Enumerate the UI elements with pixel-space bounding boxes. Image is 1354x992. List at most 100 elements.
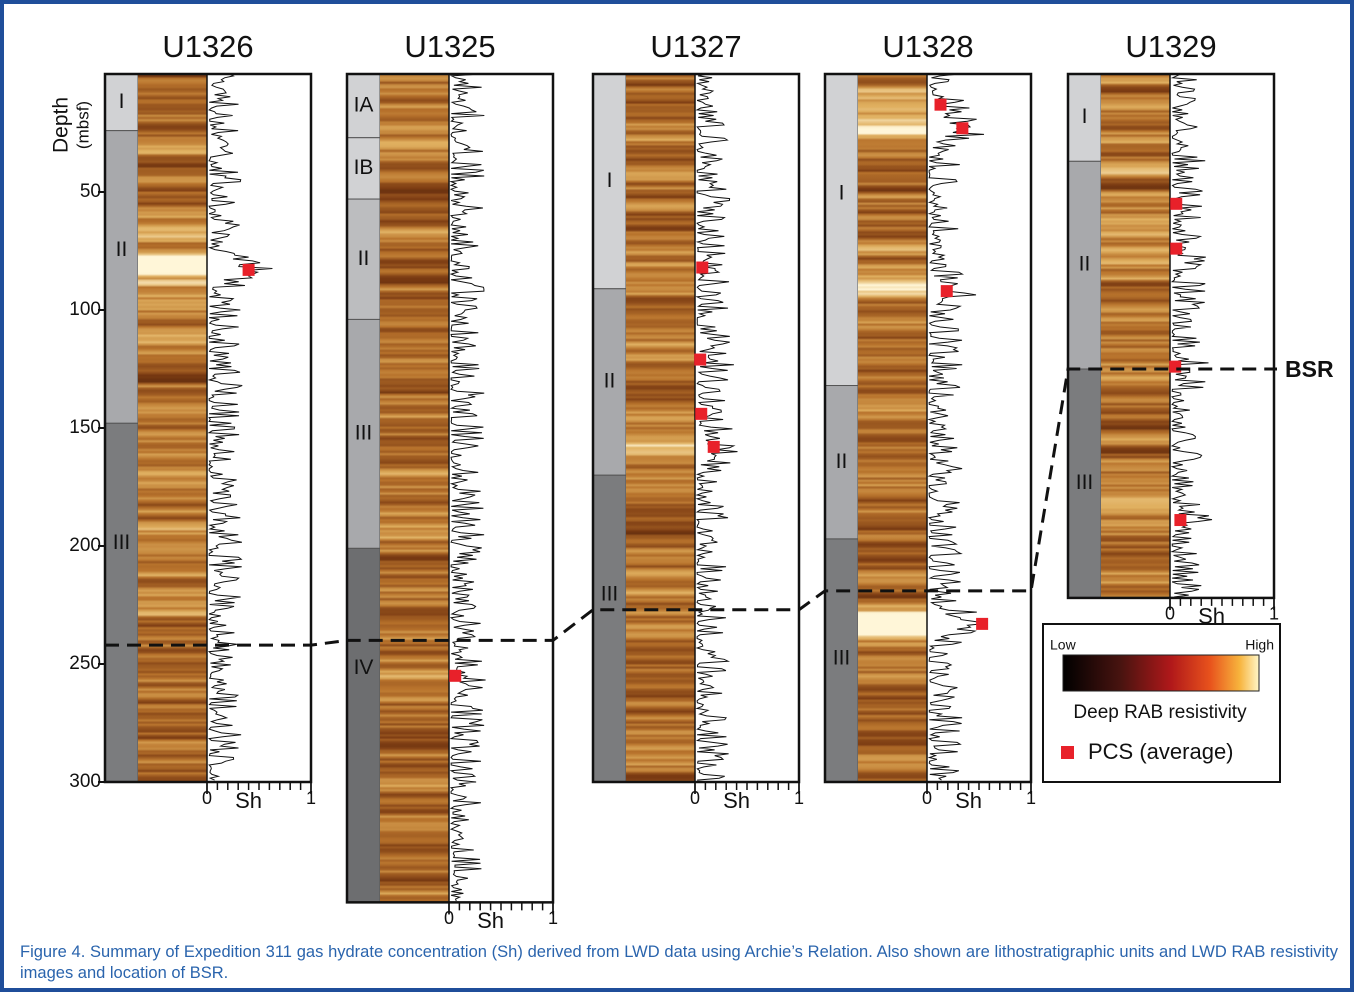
depth-unit: (mbsf) (73, 101, 92, 149)
sh-tick-label: 0 (1165, 604, 1175, 624)
pcs-point (956, 122, 969, 135)
lithology-unit (592, 474, 627, 783)
sh-tick-label: 1 (548, 908, 558, 928)
resistivity-image (380, 74, 449, 903)
sh-log (207, 73, 273, 781)
sh-axis-label: Sh (1198, 604, 1225, 629)
depth-tick-label: 150 (69, 417, 101, 438)
sh-tick-label: 0 (690, 788, 700, 808)
sh-axis-label: Sh (235, 788, 262, 813)
sh-tick-label: 1 (1269, 604, 1279, 624)
sh-tick-label: 0 (922, 788, 932, 808)
site-title: U1325 (404, 29, 495, 64)
sh-axis-label: Sh (477, 908, 504, 933)
lithology-unit (1067, 73, 1102, 162)
lithology-unit (824, 385, 859, 540)
unit-label: IB (354, 156, 374, 179)
pcs-point (707, 440, 720, 453)
unit-label: II (358, 247, 370, 270)
resistivity-image (858, 74, 927, 782)
column-frame (345, 72, 555, 904)
pcs-point (449, 669, 462, 682)
caption: Figure 4. Summary of Expedition 311 gas … (20, 942, 1338, 984)
bsr-line (105, 367, 1277, 647)
pcs-point (1170, 242, 1183, 255)
depth-tick-label: 50 (80, 181, 101, 202)
lithology-unit (104, 422, 139, 783)
lithology-unit (824, 73, 859, 387)
sh-panel (1170, 74, 1274, 598)
sh-log (927, 73, 987, 781)
site-title: U1326 (162, 29, 253, 64)
column-frame (823, 72, 1033, 784)
depth-title: Depth (mbsf) (50, 97, 93, 153)
unit-label: I (607, 169, 613, 192)
unit-label: I (119, 90, 125, 113)
legend-pcs: PCS (average) (1088, 739, 1234, 764)
pcs-point (1170, 197, 1183, 210)
resistivity-image (1101, 74, 1170, 598)
depth-tick-label: 200 (69, 535, 101, 556)
lithology-unit (824, 538, 859, 783)
lithology-unit (104, 130, 139, 424)
sh-tick-label: 1 (306, 788, 316, 808)
sh-tick-label: 1 (794, 788, 804, 808)
lithology-unit (346, 547, 381, 903)
sh-log (449, 73, 486, 902)
site-title: U1327 (650, 29, 741, 64)
site-title: U1329 (1125, 29, 1216, 64)
pcs-point (976, 617, 989, 630)
pcs-point (695, 407, 708, 420)
caption-label: Figure 4. (20, 943, 86, 961)
bsr-label: BSR (1285, 356, 1334, 382)
depth-tick-label: 100 (69, 299, 101, 320)
depth-label: Depth (50, 97, 73, 153)
sh-tick-label: 0 (444, 908, 454, 928)
caption-text: Summary of Expedition 311 gas hydrate co… (20, 943, 1338, 982)
unit-label: IA (354, 93, 374, 116)
column-frame (103, 72, 313, 784)
unit-label: II (836, 450, 848, 473)
column-frame (591, 72, 801, 784)
depth-tick-label: 300 (69, 771, 101, 792)
sh-axis-label: Sh (955, 788, 982, 813)
pcs-point (696, 261, 709, 274)
legend-low: Low (1050, 637, 1077, 653)
pcs-point (694, 353, 707, 366)
unit-label: II (116, 238, 128, 261)
site-title: U1328 (882, 29, 973, 64)
pcs-point (940, 285, 953, 298)
sh-panel (695, 74, 799, 782)
depth-tick-label: 250 (69, 653, 101, 674)
legend-colorbar (1062, 654, 1260, 692)
lithology-unit (346, 318, 381, 549)
sh-tick-label: 0 (202, 788, 212, 808)
legend-high: High (1245, 637, 1274, 653)
unit-label: II (604, 370, 616, 393)
legend-pcs-marker (1061, 746, 1074, 759)
resistivity-image (138, 74, 207, 782)
lithology-unit (104, 73, 139, 132)
sh-log (1170, 73, 1213, 598)
pcs-point (242, 263, 255, 276)
sh-panel (449, 74, 553, 903)
unit-label: III (113, 531, 131, 554)
unit-label: III (355, 421, 373, 444)
pcs-point (934, 98, 947, 111)
unit-label: I (1082, 105, 1088, 128)
sh-panel (207, 74, 311, 782)
unit-label: III (833, 646, 851, 669)
resistivity-image (626, 74, 695, 782)
unit-label: III (1076, 471, 1094, 494)
pcs-point (1169, 360, 1182, 373)
sh-log (695, 73, 738, 781)
unit-label: III (601, 583, 619, 606)
sh-tick-label: 1 (1026, 788, 1036, 808)
column-frame (1066, 72, 1276, 600)
legend-box (1042, 623, 1281, 783)
unit-label: IV (354, 656, 374, 679)
legend-resistivity: Deep RAB resistivity (1073, 702, 1247, 723)
